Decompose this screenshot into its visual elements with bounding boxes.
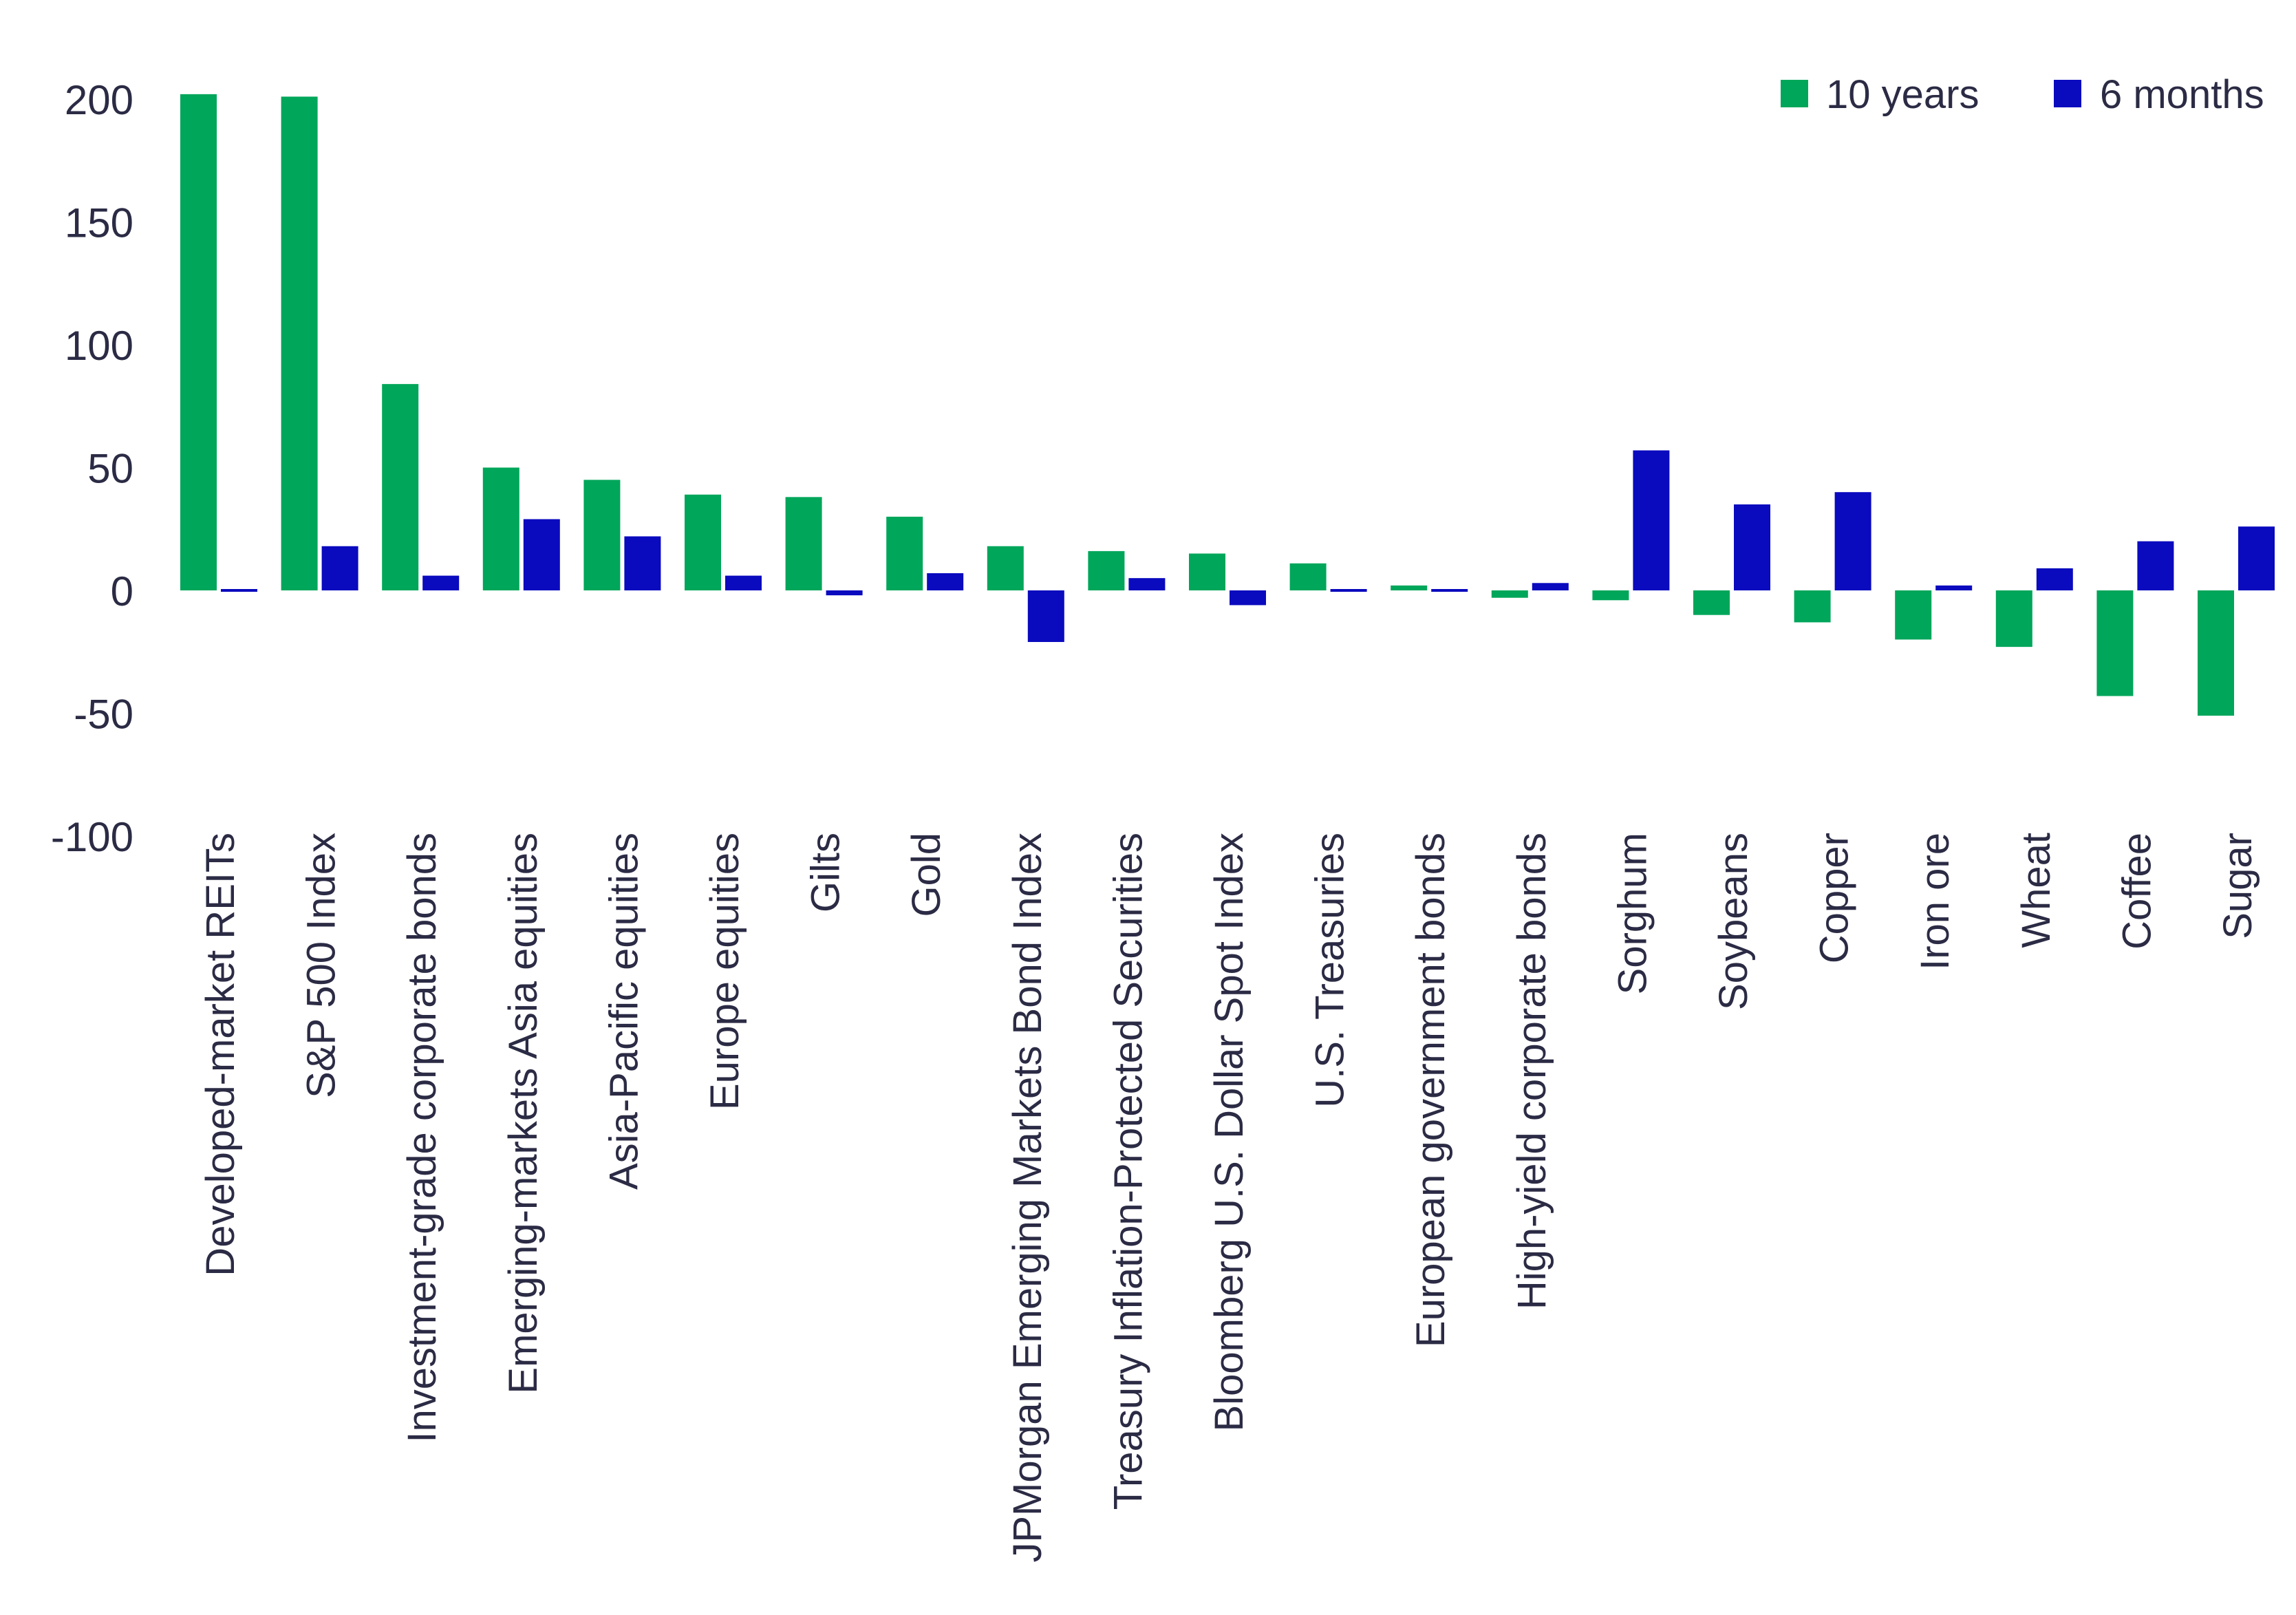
category-labels: Developed-market REITs S&P 500 Index Inves… — [198, 833, 2260, 1563]
category-label: Wheat — [2014, 833, 2059, 948]
legend-swatch — [1781, 80, 1808, 107]
y-tick-label: -50 — [74, 692, 133, 738]
bar-10-years — [382, 384, 419, 590]
category-label: Treasury Inflation-Protected Securities — [1106, 833, 1150, 1510]
y-tick-label: 200 — [65, 77, 133, 123]
bar-10-years — [1391, 585, 1428, 590]
bar-6-months — [1532, 583, 1569, 590]
y-tick-label: 50 — [87, 446, 133, 492]
y-tick-label: 0 — [111, 568, 133, 614]
bar-10-years — [482, 467, 519, 590]
bar-6-months — [1935, 585, 1973, 590]
bar-6-months — [1734, 504, 1770, 590]
bar-10-years — [1693, 590, 1730, 615]
category-label: JPMorgan Emerging Markets Bond Index — [1005, 833, 1050, 1563]
bars — [180, 94, 2275, 716]
bar-10-years — [685, 494, 721, 590]
bar-6-months — [826, 590, 863, 596]
bar-10-years — [1794, 590, 1831, 623]
bar-6-months — [2238, 526, 2275, 590]
bar-10-years — [1491, 590, 1528, 598]
category-label: Sorghum — [1610, 833, 1655, 994]
bar-10-years — [1895, 590, 1932, 640]
category-label: Gilts — [804, 833, 848, 912]
bar-10-years — [1189, 553, 1225, 590]
bar-6-months — [321, 546, 358, 590]
bar-6-months — [1128, 578, 1166, 590]
bar-10-years — [1995, 590, 2032, 648]
category-label: Gold — [904, 833, 949, 917]
category-label: Bloomberg U.S. Dollar Spot Index — [1207, 833, 1252, 1431]
legend-swatch — [2054, 80, 2081, 107]
category-label: Emerging-markets Asia equities — [501, 833, 546, 1394]
category-label: U.S. Treasuries — [1308, 833, 1353, 1108]
bar-10-years — [1592, 590, 1629, 601]
bar-6-months — [523, 519, 560, 590]
bar-6-months — [422, 575, 460, 590]
bar-10-years — [987, 546, 1024, 590]
bar-10-years — [886, 516, 923, 590]
bar-6-months — [624, 536, 661, 590]
bar-6-months — [1431, 589, 1468, 592]
legend-label: 10 years — [1826, 72, 1979, 117]
bar-6-months — [1230, 590, 1266, 606]
bar-6-months — [1027, 590, 1064, 642]
bar-6-months — [2137, 541, 2174, 590]
bar-10-years — [281, 96, 318, 590]
bar-10-years — [1289, 563, 1327, 590]
bar-6-months — [1330, 589, 1367, 592]
bar-6-months — [1834, 492, 1871, 590]
legend: 10 years 6 months — [1781, 72, 2264, 117]
y-tick-label: 150 — [65, 200, 133, 246]
bar-6-months — [221, 589, 257, 592]
y-tick-label: 100 — [65, 323, 133, 369]
bar-10-years — [785, 497, 822, 590]
legend-label: 6 months — [2100, 72, 2264, 117]
category-label: Iron ore — [1913, 833, 1957, 970]
bar-10-years — [2096, 590, 2134, 696]
category-label: Investment-grade corporate bonds — [400, 833, 444, 1443]
bar-10-years — [1088, 550, 1125, 590]
category-label: Sugar — [2215, 833, 2260, 939]
category-label: S&P 500 Index — [299, 833, 344, 1098]
category-label: Developed-market REITs — [198, 833, 243, 1276]
bar-6-months — [1633, 450, 1670, 590]
category-label: Europe equities — [702, 833, 747, 1110]
bar-6-months — [2036, 568, 2073, 590]
bar-6-months — [927, 573, 964, 590]
category-label: Soybeans — [1711, 833, 1756, 1010]
bar-6-months — [725, 575, 762, 590]
category-label: European government bonds — [1408, 833, 1453, 1347]
bar-10-years — [180, 94, 217, 591]
y-tick-label: -100 — [51, 814, 133, 860]
category-label: Asia-Pacific equities — [601, 833, 646, 1190]
bar-10-years — [2198, 590, 2234, 716]
category-label: High-yield corporate bonds — [1510, 833, 1554, 1309]
category-label: Copper — [1812, 833, 1857, 963]
bar-10-years — [583, 480, 621, 590]
y-axis: 200 150 100 50 0 -50 -100 — [51, 77, 133, 860]
category-label: Coffee — [2114, 833, 2159, 950]
